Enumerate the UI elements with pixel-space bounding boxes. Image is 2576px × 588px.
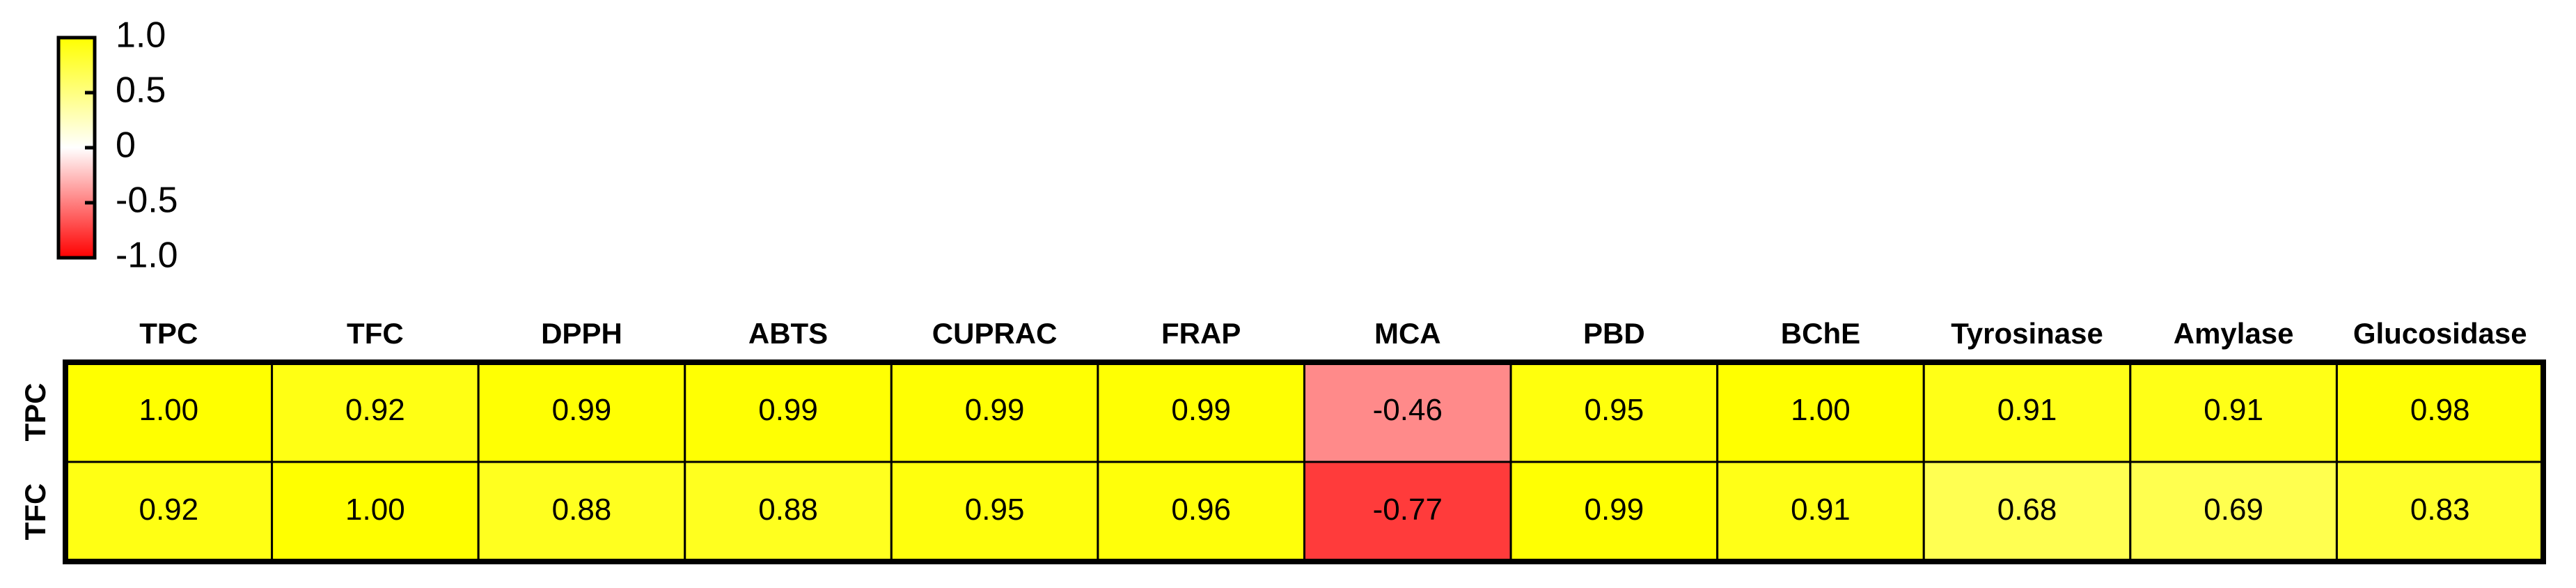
colorbar-tick-label: 0 xyxy=(116,125,136,166)
cell-value-label: 0.96 xyxy=(1171,493,1231,527)
heatmap-cell xyxy=(1509,461,1719,563)
heatmap-cell xyxy=(1303,461,1512,563)
cell-value-label: 0.83 xyxy=(2410,493,2470,527)
cell-value-label: 0.91 xyxy=(1791,493,1851,527)
cell-value-label: 0.98 xyxy=(2410,393,2470,427)
cell-value-label: 0.91 xyxy=(2204,393,2263,427)
cell-value-label: 0.68 xyxy=(1997,493,2057,527)
cell-value-label: 0.92 xyxy=(139,493,198,527)
cell-value-label: 0.99 xyxy=(552,393,612,427)
heatmap-cell xyxy=(2129,461,2338,563)
heatmap-cell xyxy=(1716,461,1925,563)
cell-value-label: 0.99 xyxy=(965,393,1025,427)
heatmap-cell xyxy=(1097,361,1305,463)
colorbar-tick-label: -1.0 xyxy=(116,235,178,276)
colorbar-tick-label: 1.0 xyxy=(116,15,166,56)
colorbar-tick-label: 0.5 xyxy=(116,70,166,111)
column-label: Glucosidase xyxy=(2353,317,2527,350)
cell-value-label: 0.99 xyxy=(758,393,818,427)
column-label: Amylase xyxy=(2174,317,2294,350)
cell-value-label: 0.88 xyxy=(758,493,818,527)
heatmap-cell xyxy=(271,461,480,563)
heatmap-cell xyxy=(1097,461,1305,563)
column-label: ABTS xyxy=(748,317,828,350)
cell-value-label: 0.99 xyxy=(1171,393,1231,427)
heatmap-border xyxy=(63,359,2546,564)
column-label: BChE xyxy=(1781,317,1860,350)
cell-value-label: 0.95 xyxy=(965,493,1025,527)
heatmap-cell xyxy=(2335,361,2545,463)
row-label: TFC xyxy=(19,483,52,541)
cell-value-label: 0.99 xyxy=(1585,493,1644,527)
heatmap-cell xyxy=(1509,361,1719,463)
heatmap-cell xyxy=(890,461,1099,563)
cell-value-label: -0.77 xyxy=(1373,493,1443,527)
cell-value-label: 0.88 xyxy=(552,493,612,527)
cell-value-label: -0.46 xyxy=(1373,393,1443,427)
column-label: PBD xyxy=(1583,317,1645,350)
column-label: TFC xyxy=(347,317,404,350)
cell-value-label: 0.91 xyxy=(1997,393,2057,427)
column-label: MCA xyxy=(1374,317,1441,350)
heatmap-cell xyxy=(477,461,686,563)
cell-value-label: 1.00 xyxy=(345,493,405,527)
heatmap-cell xyxy=(2335,461,2545,563)
column-label: DPPH xyxy=(541,317,622,350)
column-label: FRAP xyxy=(1161,317,1241,350)
heatmap-cell xyxy=(1922,361,2132,463)
cell-value-label: 1.00 xyxy=(1791,393,1851,427)
cell-value-label: 0.95 xyxy=(1585,393,1644,427)
column-label: CUPRAC xyxy=(932,317,1058,350)
column-label: Tyrosinase xyxy=(1951,317,2103,350)
heatmap-cell xyxy=(684,461,893,563)
cell-value-label: 0.69 xyxy=(2204,493,2263,527)
column-label: TPC xyxy=(139,317,198,350)
colorbar-tick-label: -0.5 xyxy=(116,180,178,221)
row-label: TPC xyxy=(19,383,52,442)
cell-value-label: 1.00 xyxy=(139,393,198,427)
cell-value-label: 0.92 xyxy=(345,393,405,427)
